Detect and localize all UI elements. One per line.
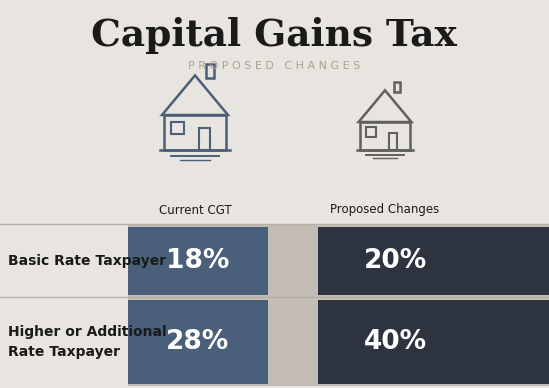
Bar	[366, 127, 376, 137]
Bar	[171, 121, 184, 134]
Bar	[199, 128, 210, 150]
Bar	[318, 300, 549, 384]
Text: Proposed Changes: Proposed Changes	[330, 203, 440, 217]
Bar	[128, 225, 549, 297]
Text: 18%: 18%	[166, 248, 229, 274]
Text: 20%: 20%	[363, 248, 427, 274]
Text: 28%: 28%	[166, 329, 229, 355]
Bar	[360, 122, 410, 150]
Text: Capital Gains Tax: Capital Gains Tax	[91, 17, 457, 54]
Text: 40%: 40%	[363, 329, 427, 355]
Bar	[318, 227, 549, 295]
Bar	[164, 115, 226, 150]
Text: Current CGT: Current CGT	[159, 203, 231, 217]
Bar	[206, 64, 214, 78]
Text: Rate Taxpayer: Rate Taxpayer	[8, 345, 120, 359]
Bar	[389, 133, 397, 150]
Text: Higher or Additional: Higher or Additional	[8, 325, 167, 339]
Bar	[128, 300, 268, 384]
Bar	[394, 81, 400, 92]
Text: P R O P O S E D   C H A N G E S: P R O P O S E D C H A N G E S	[188, 61, 360, 71]
Text: Basic Rate Taxpayer: Basic Rate Taxpayer	[8, 254, 166, 268]
Bar	[128, 227, 268, 295]
Bar	[128, 298, 549, 386]
